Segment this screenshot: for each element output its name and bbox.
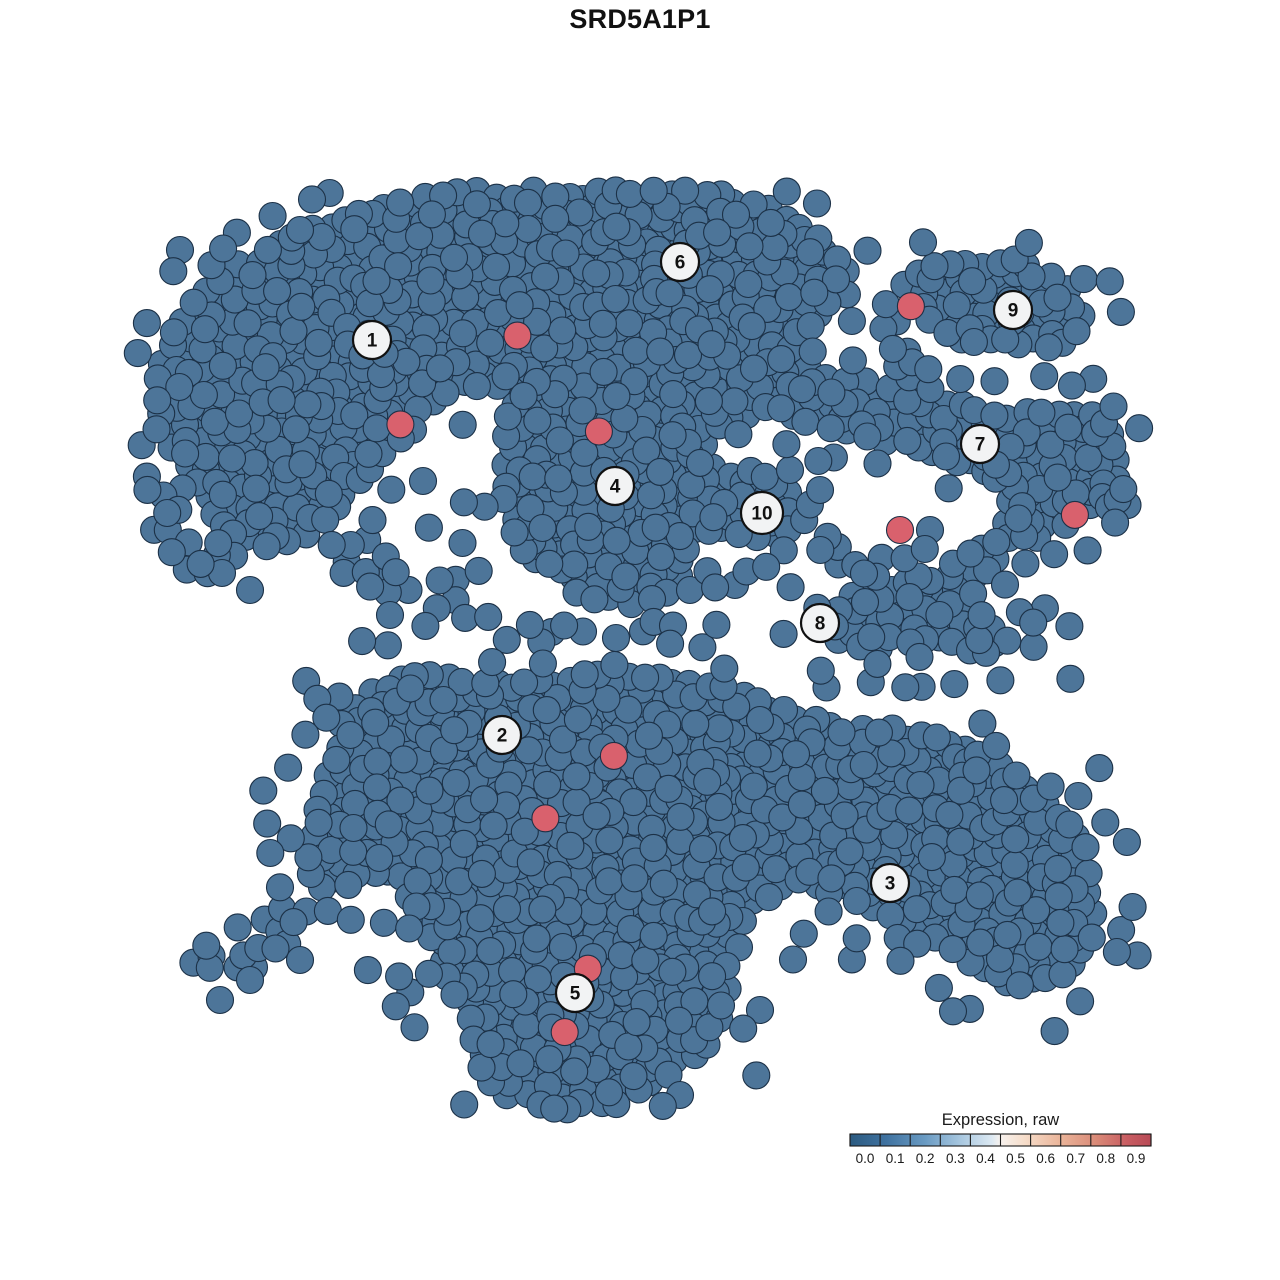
svg-text:8: 8: [815, 614, 826, 635]
svg-text:0.3: 0.3: [946, 1151, 965, 1166]
svg-text:0.8: 0.8: [1096, 1151, 1115, 1166]
svg-text:0.1: 0.1: [886, 1151, 905, 1166]
svg-text:1: 1: [367, 331, 378, 352]
svg-text:0.5: 0.5: [1006, 1151, 1025, 1166]
svg-text:9: 9: [1008, 301, 1019, 322]
svg-text:2: 2: [497, 726, 508, 747]
svg-text:3: 3: [885, 874, 896, 895]
svg-text:0.0: 0.0: [856, 1151, 875, 1166]
svg-text:7: 7: [975, 435, 986, 456]
svg-text:Expression, raw: Expression, raw: [942, 1111, 1059, 1129]
svg-text:0.9: 0.9: [1127, 1151, 1146, 1166]
svg-text:0.7: 0.7: [1066, 1151, 1085, 1166]
svg-text:0.2: 0.2: [916, 1151, 935, 1166]
svg-text:10: 10: [751, 504, 772, 525]
svg-text:0.6: 0.6: [1036, 1151, 1055, 1166]
svg-text:4: 4: [610, 477, 621, 498]
svg-text:5: 5: [570, 984, 581, 1005]
svg-text:6: 6: [675, 253, 686, 274]
svg-text:0.4: 0.4: [976, 1151, 995, 1166]
